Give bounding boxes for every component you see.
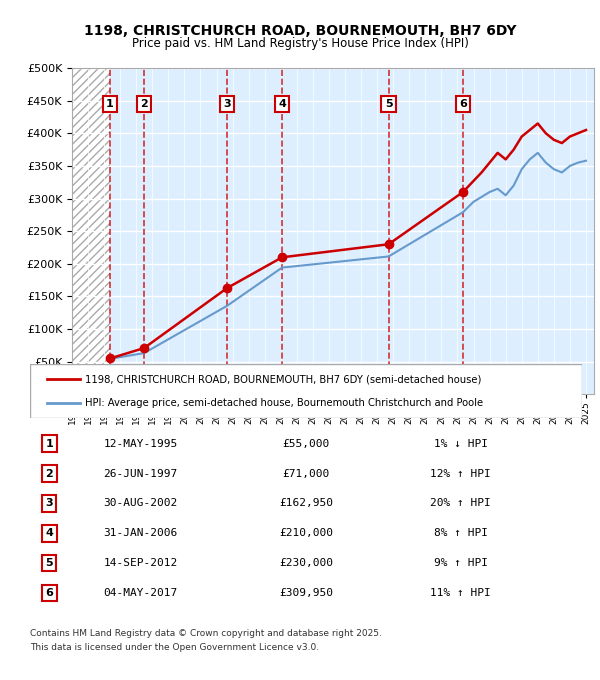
Text: 12% ↑ HPI: 12% ↑ HPI <box>430 469 491 479</box>
Text: £162,950: £162,950 <box>279 498 333 509</box>
Text: 1: 1 <box>106 99 114 109</box>
Text: £230,000: £230,000 <box>279 558 333 568</box>
Text: £71,000: £71,000 <box>283 469 329 479</box>
Text: 26-JUN-1997: 26-JUN-1997 <box>103 469 178 479</box>
Text: 2: 2 <box>140 99 148 109</box>
Text: 3: 3 <box>46 498 53 509</box>
Text: 8% ↑ HPI: 8% ↑ HPI <box>434 528 488 539</box>
Bar <box>72 68 110 394</box>
Text: £309,950: £309,950 <box>279 588 333 598</box>
Text: 1% ↓ HPI: 1% ↓ HPI <box>434 439 488 449</box>
Text: 4: 4 <box>46 528 53 539</box>
Text: 11% ↑ HPI: 11% ↑ HPI <box>430 588 491 598</box>
Text: 1198, CHRISTCHURCH ROAD, BOURNEMOUTH, BH7 6DY (semi-detached house): 1198, CHRISTCHURCH ROAD, BOURNEMOUTH, BH… <box>85 374 482 384</box>
Text: 1198, CHRISTCHURCH ROAD, BOURNEMOUTH, BH7 6DY: 1198, CHRISTCHURCH ROAD, BOURNEMOUTH, BH… <box>84 24 516 38</box>
Text: 5: 5 <box>385 99 392 109</box>
Text: 12-MAY-1995: 12-MAY-1995 <box>103 439 178 449</box>
Text: £55,000: £55,000 <box>283 439 329 449</box>
Text: 1: 1 <box>46 439 53 449</box>
Text: 9% ↑ HPI: 9% ↑ HPI <box>434 558 488 568</box>
Text: 2: 2 <box>46 469 53 479</box>
Text: Price paid vs. HM Land Registry's House Price Index (HPI): Price paid vs. HM Land Registry's House … <box>131 37 469 50</box>
Text: 31-JAN-2006: 31-JAN-2006 <box>103 528 178 539</box>
Text: 04-MAY-2017: 04-MAY-2017 <box>103 588 178 598</box>
Text: 14-SEP-2012: 14-SEP-2012 <box>103 558 178 568</box>
Text: 6: 6 <box>459 99 467 109</box>
Text: Contains HM Land Registry data © Crown copyright and database right 2025.: Contains HM Land Registry data © Crown c… <box>30 629 382 638</box>
Text: 5: 5 <box>46 558 53 568</box>
Text: 4: 4 <box>278 99 286 109</box>
Text: 30-AUG-2002: 30-AUG-2002 <box>103 498 178 509</box>
Text: 6: 6 <box>46 588 53 598</box>
Text: 20% ↑ HPI: 20% ↑ HPI <box>430 498 491 509</box>
Text: 3: 3 <box>223 99 231 109</box>
Text: HPI: Average price, semi-detached house, Bournemouth Christchurch and Poole: HPI: Average price, semi-detached house,… <box>85 398 484 408</box>
Text: £210,000: £210,000 <box>279 528 333 539</box>
FancyBboxPatch shape <box>30 364 582 418</box>
Text: This data is licensed under the Open Government Licence v3.0.: This data is licensed under the Open Gov… <box>30 643 319 651</box>
